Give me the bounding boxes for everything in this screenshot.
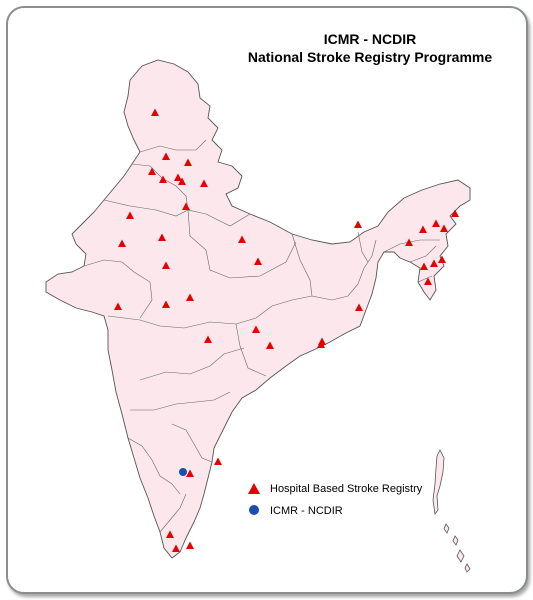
registry-marker bbox=[172, 544, 180, 552]
registry-marker bbox=[451, 209, 459, 217]
registry-marker bbox=[118, 239, 126, 247]
registry-marker bbox=[182, 202, 190, 210]
registry-marker bbox=[405, 238, 413, 246]
registry-marker bbox=[438, 255, 446, 263]
legend-label-ncdir: ICMR - NCDIR bbox=[270, 505, 343, 517]
registry-marker bbox=[238, 235, 246, 243]
registry-marker bbox=[430, 259, 438, 267]
registry-marker bbox=[162, 261, 170, 269]
red-triangle-icon bbox=[244, 482, 266, 496]
registry-marker bbox=[159, 175, 167, 183]
registry-marker bbox=[186, 541, 194, 549]
registry-marker bbox=[166, 530, 174, 538]
registry-marker bbox=[114, 302, 122, 310]
registry-marker bbox=[178, 177, 186, 185]
registry-marker bbox=[252, 325, 260, 333]
registry-marker bbox=[214, 457, 222, 465]
india-outline bbox=[45, 59, 471, 559]
registry-marker bbox=[266, 341, 274, 349]
registry-markers bbox=[114, 108, 459, 552]
registry-marker bbox=[162, 300, 170, 308]
registry-marker bbox=[318, 337, 326, 345]
registry-marker bbox=[126, 211, 134, 219]
andaman-islands bbox=[432, 449, 471, 573]
registry-marker bbox=[174, 173, 182, 181]
ncdir-marker bbox=[179, 468, 187, 476]
registry-marker bbox=[184, 158, 192, 166]
registry-marker bbox=[354, 220, 362, 228]
registry-marker bbox=[419, 225, 427, 233]
title-line-1: ICMR - NCDIR bbox=[323, 31, 417, 47]
registry-marker bbox=[254, 257, 262, 265]
registry-marker bbox=[151, 108, 159, 116]
registry-marker bbox=[158, 233, 166, 241]
registry-marker bbox=[200, 179, 208, 187]
legend-label-registry: Hospital Based Stroke Registry bbox=[270, 483, 423, 495]
registry-marker bbox=[186, 469, 194, 477]
legend: Hospital Based Stroke Registry ICMR - NC… bbox=[244, 478, 422, 522]
legend-item-ncdir: ICMR - NCDIR bbox=[244, 500, 422, 522]
registry-marker bbox=[440, 224, 448, 232]
registry-marker bbox=[355, 303, 363, 311]
blue-circle-icon bbox=[244, 504, 266, 518]
registry-marker bbox=[162, 152, 170, 160]
registry-marker bbox=[432, 219, 440, 227]
registry-marker bbox=[204, 335, 212, 343]
registry-marker bbox=[424, 277, 432, 285]
registry-marker bbox=[186, 293, 194, 301]
registry-marker bbox=[420, 262, 428, 270]
registry-marker bbox=[148, 167, 156, 175]
map-title: ICMR - NCDIR National Stroke Registry Pr… bbox=[240, 30, 500, 66]
legend-item-registry: Hospital Based Stroke Registry bbox=[244, 478, 422, 500]
title-line-2: National Stroke Registry Programme bbox=[247, 49, 493, 65]
